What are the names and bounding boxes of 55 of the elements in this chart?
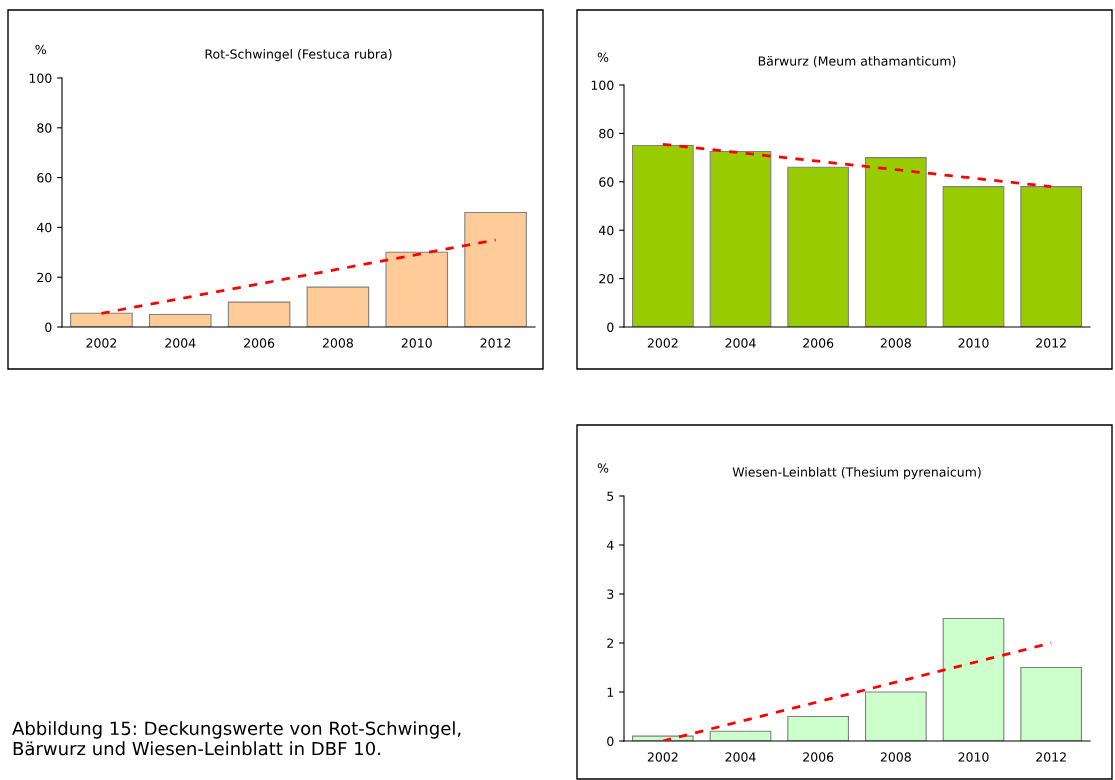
y-tick-label: 5 <box>607 491 614 501</box>
bar <box>385 251 449 327</box>
y-tick-label: 3 <box>607 589 614 599</box>
x-tick-label: 2010 <box>958 338 989 348</box>
line-series <box>661 142 1053 189</box>
x-tick-label: 2012 <box>480 338 511 348</box>
y-tick-label: 20 <box>599 274 614 284</box>
x-tick-label: 2004 <box>165 338 196 348</box>
x-tick-label: 2008 <box>880 752 911 762</box>
y-axis-title: % <box>35 44 46 55</box>
x-tick-label: 2008 <box>880 338 911 348</box>
x-tick-label: 2002 <box>647 752 678 762</box>
y-tick-label: 0 <box>45 322 52 332</box>
bar <box>227 301 291 327</box>
x-tick-label: 2002 <box>647 338 678 348</box>
y-tick-label: 0 <box>607 736 614 746</box>
y-tick-label: 80 <box>599 128 614 139</box>
x-tick-label: 2004 <box>725 338 756 348</box>
bar <box>70 312 133 327</box>
y-tick-label: 60 <box>599 177 614 187</box>
bar <box>306 286 370 327</box>
bar <box>787 715 850 741</box>
chart-title: Bärwurz (Meum athamanticum) <box>758 56 956 68</box>
y-tick-label: 1 <box>607 687 614 697</box>
chart-title: Wiesen-Leinblatt (Thesium pyrenaicum) <box>732 467 981 480</box>
y-tick-label: 80 <box>37 123 52 133</box>
y-axis-title: % <box>597 52 609 63</box>
y-tick-label: 4 <box>606 540 614 550</box>
x-tick-label: 2010 <box>958 752 989 762</box>
y-tick-label: 20 <box>37 272 52 283</box>
x-tick-label: 2006 <box>803 338 834 348</box>
x-tick-label: 2006 <box>244 338 275 348</box>
x-tick-label: 2004 <box>725 752 756 762</box>
y-axis-title: % <box>597 463 609 473</box>
bar <box>864 691 927 741</box>
bar <box>148 313 212 327</box>
x-tick-label: 2010 <box>401 338 432 348</box>
line-series <box>100 238 497 315</box>
y-tick-label: 100 <box>29 73 52 83</box>
x-tick-label: 2012 <box>1036 752 1066 762</box>
bar <box>942 617 1005 741</box>
x-tick-label: 2002 <box>86 338 117 348</box>
chart-title: Rot-Schwingel (Festuca rubra) <box>205 49 392 62</box>
x-tick-label: 2006 <box>803 752 834 762</box>
bar <box>1020 666 1083 741</box>
bar <box>464 211 527 327</box>
x-tick-label: 2008 <box>322 338 353 348</box>
text: Abbildung 15: Deckungswerte von Rot-Schwingel, Bärwurz und Wiesen-Leinblatt in DBF 10. <box>12 721 461 756</box>
y-tick-label: 100 <box>591 80 614 90</box>
y-tick-label: 2 <box>607 638 614 648</box>
y-tick-label: 60 <box>37 173 52 183</box>
y-tick-label: 40 <box>36 222 52 233</box>
x-tick-label: 2012 <box>1036 338 1066 348</box>
y-tick-label: 0 <box>607 322 614 332</box>
y-tick-label: 40 <box>598 225 614 236</box>
